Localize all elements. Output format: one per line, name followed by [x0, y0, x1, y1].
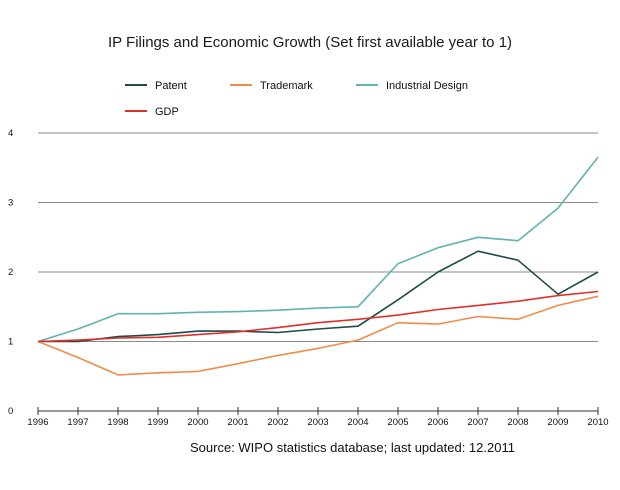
legend-label-gdp: GDP — [155, 106, 179, 118]
legend-label-trademark: Trademark — [260, 80, 313, 92]
x-tick-label-1999: 1999 — [147, 417, 168, 428]
legend-item-industrial-design: Industrial Design — [356, 80, 468, 92]
y-tick-label-2: 2 — [8, 267, 13, 278]
x-tick-label-2004: 2004 — [347, 417, 368, 428]
x-tick-label-2010: 2010 — [587, 417, 608, 428]
source-note: Source: WIPO statistics database; last u… — [190, 440, 515, 455]
x-tick-label-2009: 2009 — [547, 417, 568, 428]
x-tick-label-1996: 1996 — [27, 417, 48, 428]
legend: Patent Trademark Industrial Design GDP — [0, 0, 620, 130]
legend-swatch-patent — [125, 84, 147, 87]
series-line-patent — [38, 250, 599, 343]
x-tick-label-1997: 1997 — [67, 417, 88, 428]
x-tick-label-2008: 2008 — [507, 417, 528, 428]
x-tick-label-2005: 2005 — [387, 417, 408, 428]
legend-label-industrial-design: Industrial Design — [386, 80, 468, 92]
y-tick-label-3: 3 — [8, 198, 13, 209]
series-line-trademark — [37, 295, 599, 376]
x-tick-label-2001: 2001 — [227, 417, 248, 428]
y-tick-label-1: 1 — [8, 337, 13, 348]
y-tick-label-0: 0 — [8, 406, 13, 417]
legend-item-gdp: GDP — [125, 106, 179, 118]
x-tick-label-2000: 2000 — [187, 417, 208, 428]
legend-item-patent: Patent — [125, 80, 187, 92]
legend-item-trademark: Trademark — [230, 80, 313, 92]
x-tick-label-1998: 1998 — [107, 417, 128, 428]
chart-title: IP Filings and Economic Growth (Set firs… — [107, 34, 513, 51]
legend-swatch-gdp — [125, 110, 147, 113]
series-line-gdp — [37, 290, 599, 343]
x-tick-label-2003: 2003 — [307, 417, 328, 428]
legend-swatch-industrial-design — [356, 84, 378, 87]
y-tick-label-4: 4 — [8, 128, 13, 139]
legend-label-patent: Patent — [155, 80, 187, 92]
legend-swatch-trademark — [230, 84, 252, 87]
series-line-industrial-design — [37, 156, 599, 343]
x-tick-label-2002: 2002 — [267, 417, 288, 428]
x-tick-label-2006: 2006 — [427, 417, 448, 428]
x-tick-label-2007: 2007 — [467, 417, 488, 428]
